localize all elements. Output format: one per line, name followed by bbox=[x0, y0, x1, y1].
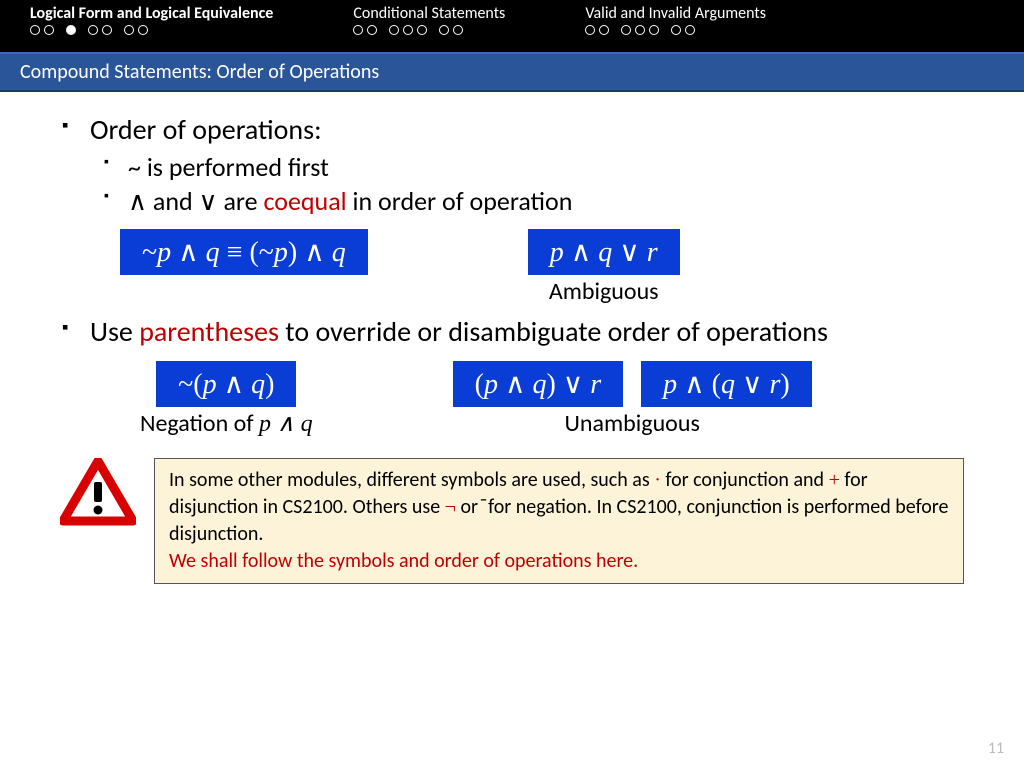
progress-dot[interactable] bbox=[102, 25, 112, 35]
progress-dot[interactable] bbox=[389, 25, 399, 35]
bullet-order-title: Order of operations: bbox=[90, 112, 964, 147]
bullet-coequal: ∧ and ∨ are coequal in order of operatio… bbox=[128, 185, 964, 217]
progress-dot[interactable] bbox=[671, 25, 681, 35]
text-red: coequal bbox=[263, 185, 346, 217]
progress-dot[interactable] bbox=[403, 25, 413, 35]
formula-tilde-precedence: ~p ∧ q ≡ (~p) ∧ q bbox=[120, 229, 368, 275]
nav-progress-dots bbox=[353, 25, 505, 35]
text: in order of operation bbox=[347, 185, 573, 217]
text: Negation of bbox=[140, 409, 259, 438]
note-red: We shall follow the symbols and order of… bbox=[169, 549, 638, 573]
progress-dot[interactable] bbox=[88, 25, 98, 35]
progress-dot[interactable] bbox=[621, 25, 631, 35]
formula-unamb-1: (p ∧ q) ∨ r bbox=[453, 361, 624, 407]
note-sym-plus: + bbox=[829, 469, 840, 491]
formula-unamb-2: p ∧ (q ∨ r) bbox=[641, 361, 812, 407]
progress-dot[interactable] bbox=[649, 25, 659, 35]
progress-dot[interactable] bbox=[30, 25, 40, 35]
formula-ambiguous: p ∧ q ∨ r bbox=[528, 229, 680, 275]
nav-topbar: Logical Form and Logical Equivalence Cond… bbox=[0, 0, 1024, 52]
progress-dot[interactable] bbox=[585, 25, 595, 35]
nav-section[interactable]: Logical Form and Logical Equivalence bbox=[30, 4, 273, 52]
note-box: In some other modules, different symbols… bbox=[154, 458, 964, 584]
text-red: parentheses bbox=[139, 314, 279, 349]
bullet-tilde-first: ~ is performed first bbox=[128, 151, 964, 183]
progress-dot[interactable] bbox=[417, 25, 427, 35]
nav-progress-dots bbox=[30, 25, 273, 35]
bullet-parentheses: Use parentheses to override or disambigu… bbox=[90, 314, 964, 349]
progress-dot[interactable] bbox=[138, 25, 148, 35]
formula-row-1: ~p ∧ q ≡ (~p) ∧ q p ∧ q ∨ r Ambiguous bbox=[120, 229, 964, 306]
nav-section[interactable]: Valid and Invalid Arguments bbox=[585, 4, 766, 52]
progress-dot[interactable] bbox=[367, 25, 377, 35]
note-text: In some other modules, different symbols… bbox=[169, 468, 654, 492]
progress-dot[interactable] bbox=[124, 25, 134, 35]
progress-dot[interactable] bbox=[635, 25, 645, 35]
formula-row-2: ~(p ∧ q) Negation of p ∧ q (p ∧ q) ∨ r p… bbox=[140, 361, 964, 438]
note-row: In some other modules, different symbols… bbox=[60, 458, 1024, 584]
nav-progress-dots bbox=[585, 25, 766, 35]
warning-icon bbox=[60, 458, 136, 526]
progress-dot[interactable] bbox=[66, 25, 76, 35]
progress-dot[interactable] bbox=[685, 25, 695, 35]
note-sym-dot: · bbox=[654, 469, 661, 491]
progress-dot[interactable] bbox=[599, 25, 609, 35]
nav-section-title: Logical Form and Logical Equivalence bbox=[30, 4, 273, 23]
slide-body: Order of operations: ~ is performed firs… bbox=[0, 92, 1024, 438]
progress-dot[interactable] bbox=[44, 25, 54, 35]
page-number: 11 bbox=[988, 739, 1004, 758]
progress-dot[interactable] bbox=[453, 25, 463, 35]
note-sym-neg: ¬ bbox=[445, 496, 456, 518]
nav-section-title: Valid and Invalid Arguments bbox=[585, 4, 766, 23]
caption-unambiguous: Unambiguous bbox=[564, 409, 699, 438]
progress-dot[interactable] bbox=[439, 25, 449, 35]
nav-section-title: Conditional Statements bbox=[353, 4, 505, 23]
text: Use bbox=[90, 314, 139, 349]
note-text: for conjunction and bbox=[661, 468, 829, 492]
text: ∧ and ∨ are bbox=[128, 185, 263, 217]
progress-dot[interactable] bbox=[353, 25, 363, 35]
slide-subheader: Compound Statements: Order of Operations bbox=[0, 52, 1024, 92]
formula-negation: ~(p ∧ q) bbox=[156, 361, 296, 407]
text: to override or disambiguate order of ope… bbox=[279, 314, 828, 349]
nav-section[interactable]: Conditional Statements bbox=[353, 4, 505, 52]
text-italic: p ∧ q bbox=[259, 411, 313, 437]
caption-negation: Negation of p ∧ q bbox=[140, 409, 313, 438]
caption-ambiguous: Ambiguous bbox=[549, 277, 659, 306]
